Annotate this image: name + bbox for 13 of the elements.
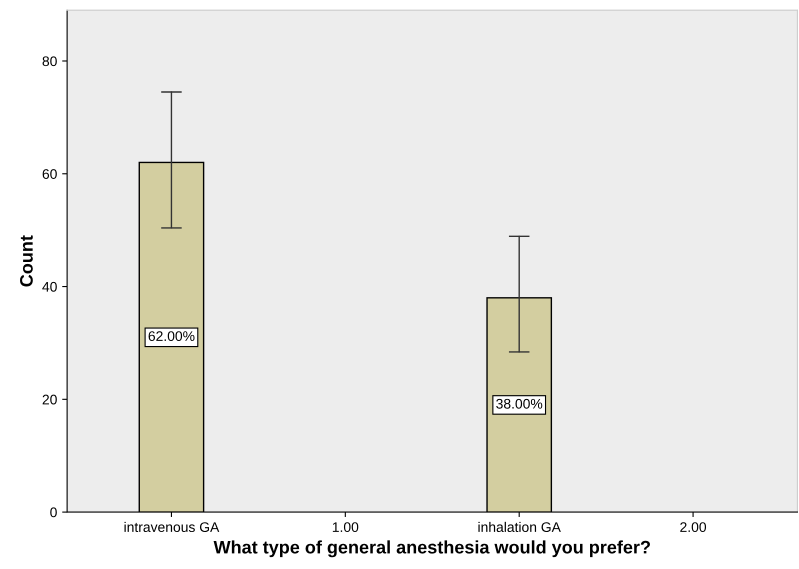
- y-tick-label: 0: [50, 507, 57, 518]
- x-tick-label: intravenous GA: [124, 522, 220, 532]
- y-tick-label: 80: [42, 56, 57, 66]
- x-axis-title: What type of general anesthesia would you prefer?: [214, 540, 650, 558]
- y-tick-label: 20: [42, 394, 57, 404]
- y-tick-label: 40: [42, 282, 57, 292]
- data-label: 62.00%: [148, 331, 195, 342]
- y-tick-label: 60: [42, 169, 57, 179]
- x-tick-label: 1.00: [332, 522, 358, 532]
- x-tick-label: 2.00: [680, 522, 706, 532]
- x-tick-label: inhalation GA: [478, 522, 561, 532]
- data-label: 38.00%: [496, 398, 542, 409]
- y-axis-title: Count: [20, 235, 33, 286]
